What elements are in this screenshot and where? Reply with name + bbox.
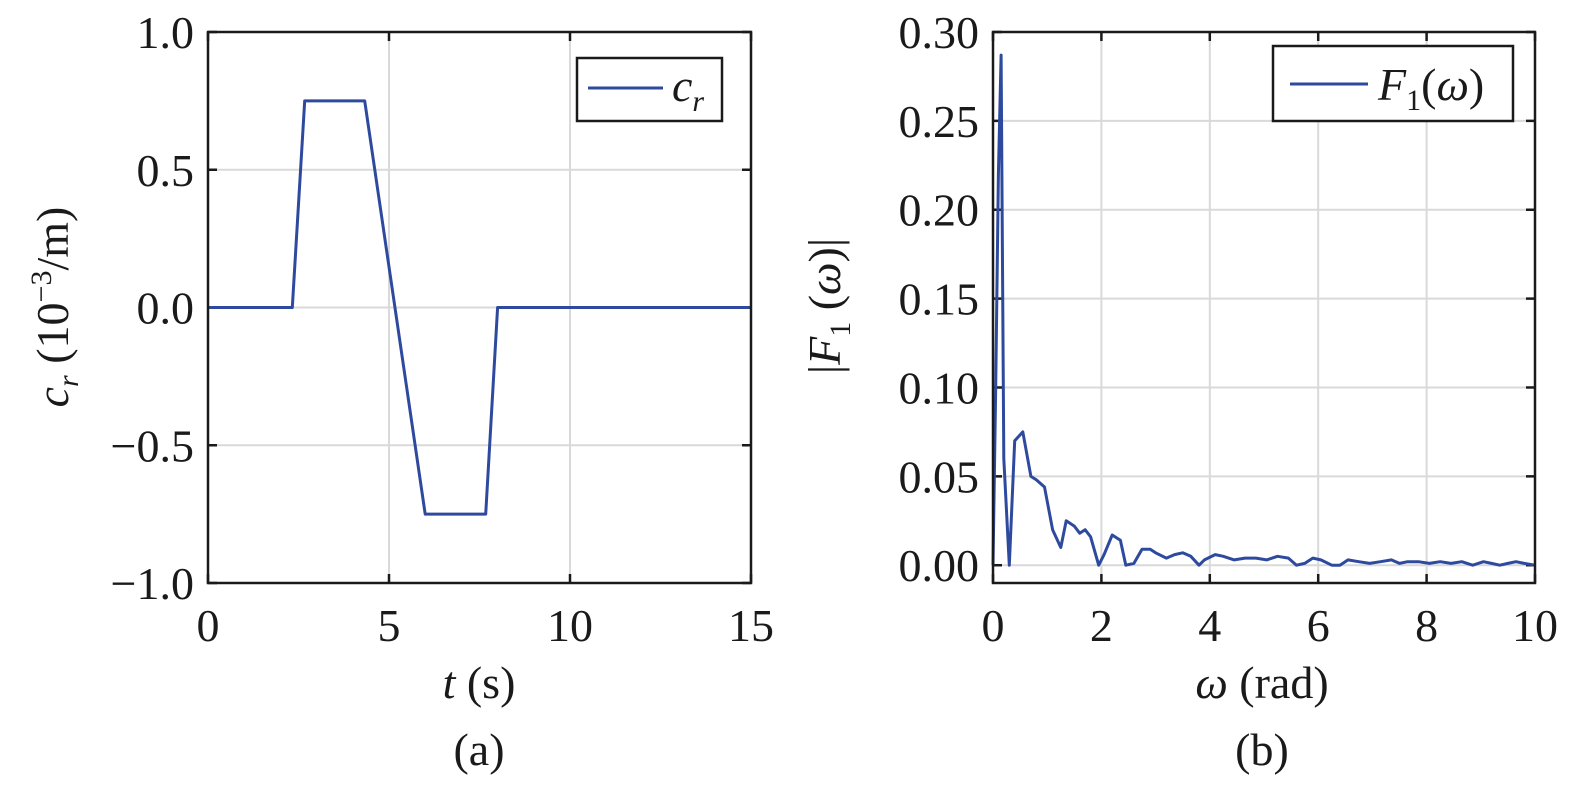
y-axis-unit-sup-a: −3 — [25, 271, 58, 303]
chart-panel-a: 0 5 10 15−1.0−0.50.00.51.0 t (s) cr (10−3/m… — [25, 7, 774, 775]
legend-arg-b: ω — [1436, 59, 1468, 110]
y-tick-label-b: 0.25 — [899, 96, 980, 147]
x-axis-title-b: ω (rad) — [1195, 657, 1328, 708]
series-line-b-0 — [991, 53, 1536, 567]
x-tick-label-a: 15 — [728, 600, 774, 651]
y-axis-var-b: F — [799, 336, 850, 366]
series-line-a-0 — [208, 99, 751, 516]
legend-label-b: F1(ω) — [1377, 59, 1484, 117]
y-tick-label-a: 0.0 — [137, 283, 195, 334]
y-axis-post-b: ( — [799, 295, 850, 322]
x-axis-var-a: t — [443, 657, 457, 708]
legend-sub-a: r — [692, 85, 704, 118]
x-axis-unit-a: (s) — [455, 657, 515, 708]
y-tick-label-b: 0.00 — [899, 540, 980, 591]
y-axis-sub-a: r — [52, 375, 85, 387]
legend-b: F1(ω) — [1271, 44, 1515, 123]
x-tick-label-b: 10 — [1512, 600, 1558, 651]
tick-labels-a: 0 5 10 15 −1.0 −0.5 0.0 0.5 1.0 — [111, 7, 774, 651]
legend-var-a: c — [672, 60, 692, 111]
x-tick-label-b: 6 — [1307, 600, 1330, 651]
panel-label-a: (a) — [453, 724, 504, 775]
legend-label-a: cr — [672, 60, 704, 118]
chart-panel-b: 0 2 4 6 8 10 0.00 0.05 0.10 0.15 0.20 0.25 0.30 ω (r… — [799, 7, 1558, 775]
y-axis-close-b: )| — [799, 238, 850, 263]
y-tick-label-b: 0.30 — [899, 7, 980, 58]
y-tick-label-a: −1.0 — [111, 558, 194, 609]
x-axis-var-b: ω — [1195, 657, 1227, 708]
x-tick-label-a: 5 — [378, 600, 401, 651]
x-tick-label-b: 2 — [1090, 600, 1113, 651]
series-layer-b — [991, 53, 1536, 567]
tick-labels-b: 0 2 4 6 8 10 0.00 0.05 0.10 0.15 0.20 0.25 0.30 — [899, 7, 1559, 651]
y-axis-sub-b: 1 — [824, 322, 857, 337]
y-axis-title-b: |F1 (ω)| — [799, 238, 857, 374]
y-axis-title-a: cr (10−3/m) — [25, 207, 85, 408]
legend-a: cr — [575, 56, 724, 123]
x-axis-unit-b: (rad) — [1228, 657, 1329, 708]
x-tick-label-a: 10 — [547, 600, 593, 651]
panel-label-b: (b) — [1235, 724, 1289, 775]
y-tick-label-b: 0.15 — [899, 274, 980, 325]
plot-frame-b — [991, 30, 1537, 585]
y-tick-label-a: 1.0 — [137, 7, 195, 58]
x-axis-title-a: t (s) — [443, 657, 516, 708]
series-layer-a — [208, 99, 751, 516]
x-tick-label-a: 0 — [197, 600, 220, 651]
y-tick-label-a: −0.5 — [111, 420, 194, 471]
y-tick-label-a: 0.5 — [137, 145, 195, 196]
y-axis-unit-pre-a: (10 — [27, 302, 78, 375]
y-axis-unit-post-a: /m) — [27, 207, 78, 271]
y-axis-var-a: c — [27, 387, 78, 407]
x-tick-label-b: 0 — [982, 600, 1005, 651]
x-tick-label-b: 4 — [1198, 600, 1221, 651]
y-tick-label-b: 0.05 — [899, 451, 980, 502]
legend-close-b: ) — [1469, 59, 1484, 110]
y-axis-pre-b: | — [799, 365, 850, 374]
legend-sub-b: 1 — [1406, 84, 1421, 117]
legend-post-b: ( — [1421, 59, 1436, 110]
plot-frame-a — [206, 30, 753, 585]
y-tick-label-b: 0.20 — [899, 185, 980, 236]
y-axis-arg-b: ω — [799, 262, 850, 294]
x-tick-label-b: 8 — [1415, 600, 1438, 651]
y-tick-label-b: 0.10 — [899, 362, 980, 413]
legend-var-b: F — [1377, 59, 1407, 110]
